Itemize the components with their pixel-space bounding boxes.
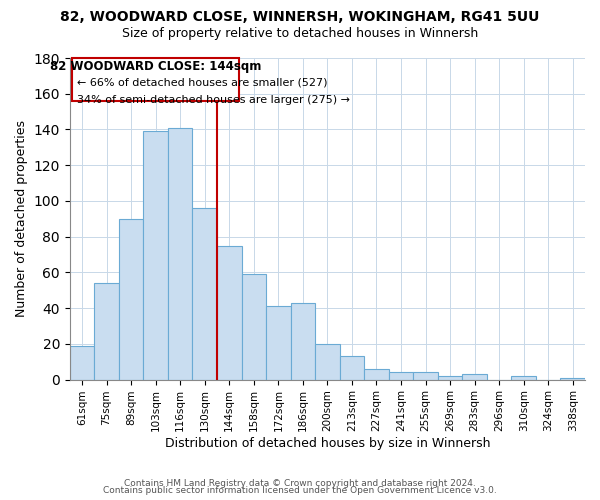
Text: Size of property relative to detached houses in Winnersh: Size of property relative to detached ho…: [122, 28, 478, 40]
Text: 34% of semi-detached houses are larger (275) →: 34% of semi-detached houses are larger (…: [77, 95, 350, 105]
Bar: [340, 356, 364, 380]
Bar: [364, 369, 389, 380]
Bar: [217, 246, 242, 380]
Bar: [70, 346, 94, 380]
X-axis label: Distribution of detached houses by size in Winnersh: Distribution of detached houses by size …: [164, 437, 490, 450]
Bar: [290, 303, 315, 380]
Bar: [168, 128, 193, 380]
Bar: [463, 374, 487, 380]
Text: Contains HM Land Registry data © Crown copyright and database right 2024.: Contains HM Land Registry data © Crown c…: [124, 478, 476, 488]
Bar: [193, 208, 217, 380]
Y-axis label: Number of detached properties: Number of detached properties: [15, 120, 28, 318]
Bar: [143, 132, 168, 380]
Bar: [266, 306, 290, 380]
Bar: [511, 376, 536, 380]
FancyBboxPatch shape: [72, 58, 239, 101]
Bar: [413, 372, 438, 380]
Bar: [119, 219, 143, 380]
Text: 82 WOODWARD CLOSE: 144sqm: 82 WOODWARD CLOSE: 144sqm: [50, 60, 262, 72]
Bar: [315, 344, 340, 380]
Bar: [438, 376, 463, 380]
Bar: [94, 283, 119, 380]
Bar: [242, 274, 266, 380]
Text: 82, WOODWARD CLOSE, WINNERSH, WOKINGHAM, RG41 5UU: 82, WOODWARD CLOSE, WINNERSH, WOKINGHAM,…: [61, 10, 539, 24]
Text: Contains public sector information licensed under the Open Government Licence v3: Contains public sector information licen…: [103, 486, 497, 495]
Bar: [389, 372, 413, 380]
Text: ← 66% of detached houses are smaller (527): ← 66% of detached houses are smaller (52…: [77, 78, 328, 88]
Bar: [560, 378, 585, 380]
